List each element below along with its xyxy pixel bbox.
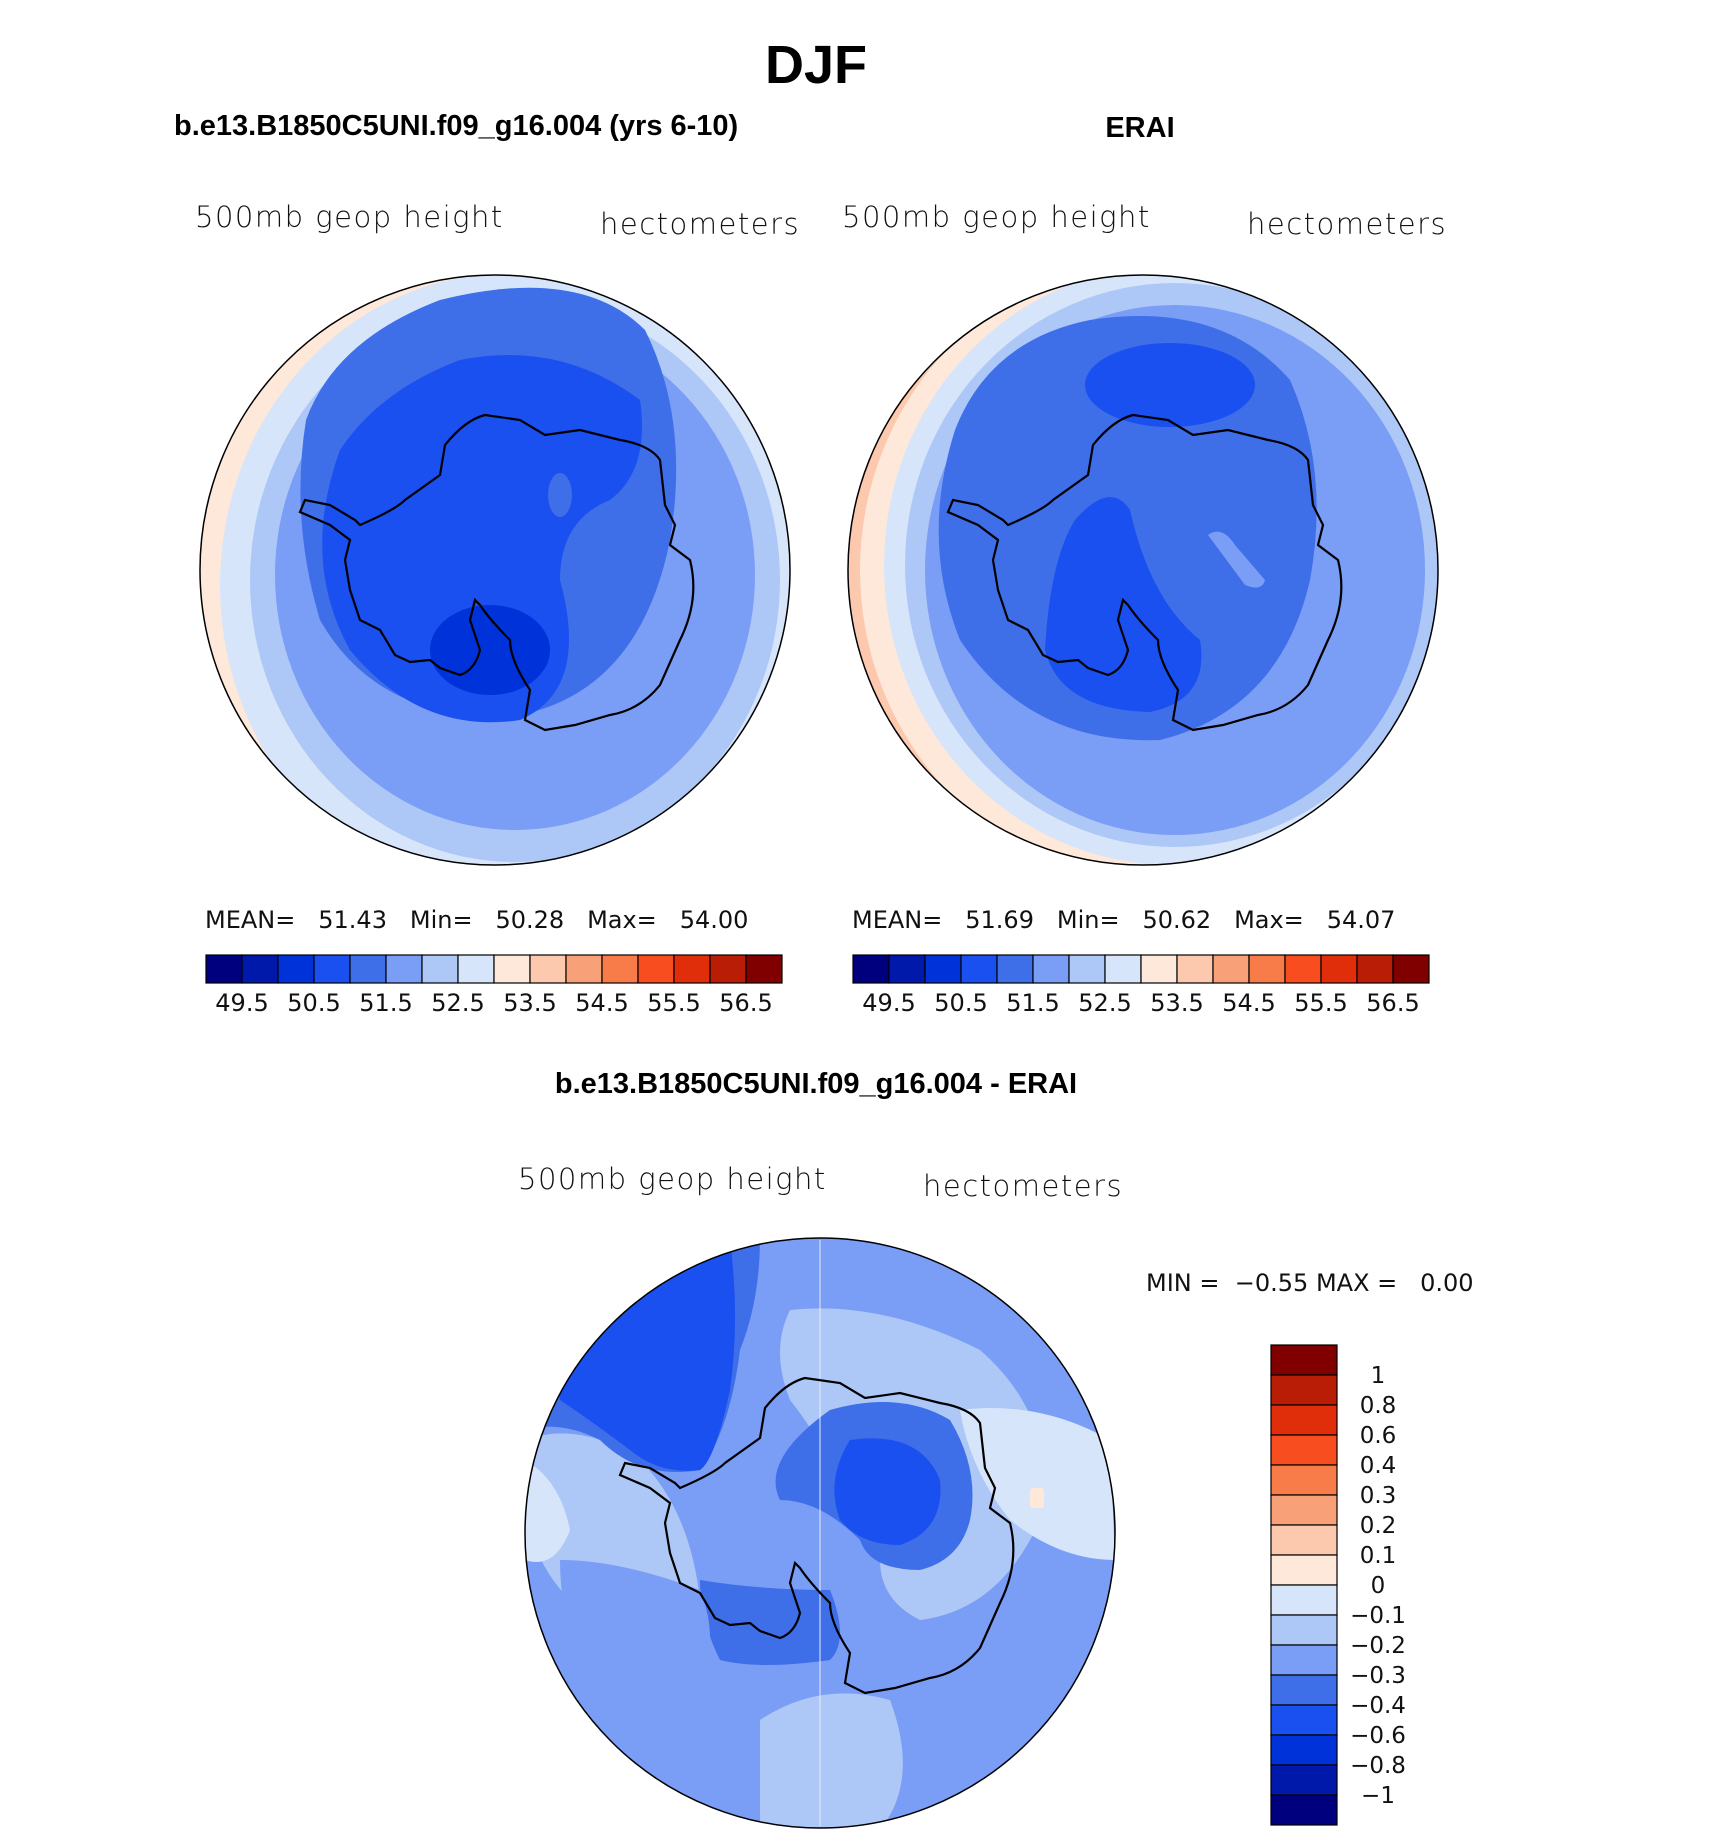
colorbar-tick-label: −0.1	[1350, 1603, 1406, 1629]
colorbar-box	[277, 954, 315, 984]
colorbar-box	[1270, 1494, 1338, 1526]
colorbar-box	[1270, 1584, 1338, 1616]
colorbar-box	[745, 954, 783, 984]
colorbar-tick-label: 0.1	[1360, 1543, 1397, 1569]
colorbar-box	[673, 954, 711, 984]
colorbar-tick-label: −1	[1361, 1783, 1395, 1809]
colorbar-tick-label: 52.5	[1078, 989, 1131, 1017]
colorbar-tick-label: −0.3	[1350, 1663, 1406, 1689]
panel-diff-units-label: hectometers	[923, 1169, 1124, 1203]
colorbar-box	[1270, 1404, 1338, 1436]
colorbar-model: 49.5 50.5 51.5 52.5 53.5 54.5 55.5 56.5	[205, 954, 783, 1017]
colorbar-box	[1284, 954, 1322, 984]
colorbar-box	[1032, 954, 1070, 984]
colorbar-box	[1270, 1704, 1338, 1736]
colorbar-box	[1176, 954, 1214, 984]
colorbar-box	[1248, 954, 1286, 984]
colorbar-box	[996, 954, 1034, 984]
colorbar-diff: 1 0.8 0.6 0.4 0.3 0.2 0.1 0 −0.1 −0.2 −0.3 −0.4 −0.6…	[1270, 1344, 1406, 1826]
colorbar-tick-label: −0.4	[1350, 1693, 1406, 1719]
colorbar-box	[1270, 1434, 1338, 1466]
colorbar-box	[1270, 1464, 1338, 1496]
colorbar-tick-label: 53.5	[1150, 989, 1203, 1017]
colorbar-tick-label: 0.4	[1360, 1453, 1397, 1479]
page-title: DJF	[764, 35, 867, 95]
panel-obs-title: ERAI	[1105, 112, 1175, 144]
colorbar-box	[601, 954, 639, 984]
panel-diff-title: b.e13.B1850C5UNI.f09_g16.004 - ERAI	[554, 1068, 1078, 1100]
colorbar-tick-label: 55.5	[647, 989, 700, 1017]
colorbar-box	[1270, 1734, 1338, 1766]
colorbar-box	[1270, 1554, 1338, 1586]
colorbar-tick-label: 56.5	[719, 989, 772, 1017]
panel-model-units-label: hectometers	[600, 207, 801, 241]
colorbar-box	[1212, 954, 1250, 984]
map-model	[199, 274, 791, 866]
panel-model-title: b.e13.B1850C5UNI.f09_g16.004 (yrs 6-10)	[174, 110, 739, 142]
colorbar-tick-label: 55.5	[1294, 989, 1347, 1017]
colorbar-box	[1270, 1644, 1338, 1676]
colorbar-box	[1104, 954, 1142, 984]
colorbar-box	[637, 954, 675, 984]
panel-obs-stats: MEAN= 51.69 Min= 50.62 Max= 54.07	[852, 906, 1396, 934]
colorbar-box	[1270, 1524, 1338, 1556]
colorbar-box	[1140, 954, 1178, 984]
colorbar-tick-label: 53.5	[503, 989, 556, 1017]
colorbar-box	[205, 954, 243, 984]
colorbar-box	[1270, 1374, 1338, 1406]
colorbar-box	[493, 954, 531, 984]
colorbar-tick-label: 51.5	[359, 989, 412, 1017]
colorbar-tick-label: 50.5	[934, 989, 987, 1017]
colorbar-box	[1270, 1344, 1338, 1376]
map-diff	[524, 1237, 1116, 1829]
colorbar-box	[241, 954, 279, 984]
panel-model-variable-label: 500mb geop height	[195, 200, 504, 234]
colorbar-tick-label: 52.5	[431, 989, 484, 1017]
colorbar-box	[313, 954, 351, 984]
colorbar-box	[1270, 1614, 1338, 1646]
colorbar-tick-label: −0.2	[1350, 1633, 1406, 1659]
colorbar-tick-label: 0	[1371, 1573, 1386, 1599]
colorbar-box	[349, 954, 387, 984]
colorbar-box	[421, 954, 459, 984]
colorbar-tick-label: 49.5	[215, 989, 268, 1017]
map-obs	[847, 274, 1439, 866]
colorbar-box	[888, 954, 926, 984]
colorbar-box	[709, 954, 747, 984]
colorbar-obs: 49.5 50.5 51.5 52.5 53.5 54.5 55.5 56.5	[852, 954, 1430, 1017]
colorbar-box	[924, 954, 962, 984]
colorbar-tick-label: 0.6	[1360, 1423, 1397, 1449]
colorbar-box	[1068, 954, 1106, 984]
colorbar-box	[1270, 1794, 1338, 1826]
colorbar-tick-label: −0.8	[1350, 1753, 1406, 1779]
panel-diff-minmax: MIN = −0.55 MAX = 0.00	[1146, 1269, 1474, 1297]
colorbar-box	[457, 954, 495, 984]
colorbar-tick-label: 0.8	[1360, 1393, 1397, 1419]
colorbar-box	[1320, 954, 1358, 984]
colorbar-tick-label: 54.5	[575, 989, 628, 1017]
colorbar-box	[1270, 1674, 1338, 1706]
colorbar-tick-label: 0.3	[1360, 1483, 1397, 1509]
colorbar-tick-label: 0.2	[1360, 1513, 1397, 1539]
colorbar-tick-label: 49.5	[862, 989, 915, 1017]
colorbar-box	[1356, 954, 1394, 984]
colorbar-box	[385, 954, 423, 984]
panel-obs-variable-label: 500mb geop height	[842, 200, 1151, 234]
panel-obs-units-label: hectometers	[1247, 207, 1448, 241]
colorbar-tick-label: 54.5	[1222, 989, 1275, 1017]
colorbar-tick-label: 50.5	[287, 989, 340, 1017]
colorbar-box	[565, 954, 603, 984]
colorbar-box	[852, 954, 890, 984]
colorbar-box	[529, 954, 567, 984]
colorbar-box	[1270, 1764, 1338, 1796]
colorbar-tick-label: 51.5	[1006, 989, 1059, 1017]
colorbar-box	[1392, 954, 1430, 984]
colorbar-tick-label: 1	[1371, 1363, 1386, 1389]
colorbar-box	[960, 954, 998, 984]
colorbar-tick-label: −0.6	[1350, 1723, 1406, 1749]
panel-diff-variable-label: 500mb geop height	[518, 1162, 827, 1196]
panel-model-stats: MEAN= 51.43 Min= 50.28 Max= 54.00	[205, 906, 749, 934]
colorbar-tick-label: 56.5	[1366, 989, 1419, 1017]
